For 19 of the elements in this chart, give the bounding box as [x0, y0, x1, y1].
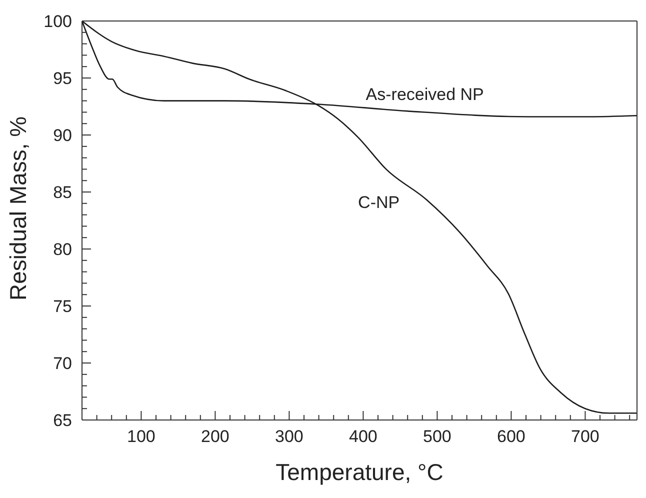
series-label: C-NP	[358, 193, 400, 212]
y-tick-label: 75	[53, 297, 72, 316]
x-tick-label: 400	[349, 427, 378, 446]
y-tick-label: 65	[53, 411, 72, 430]
y-tick-label: 95	[53, 69, 72, 88]
x-tick-label: 300	[275, 427, 304, 446]
y-tick-label: 85	[53, 183, 72, 202]
y-tick-label: 90	[53, 126, 72, 145]
x-tick-label: 100	[127, 427, 156, 446]
x-tick-label: 600	[497, 427, 526, 446]
x-axis-title: Temperature, °C	[276, 459, 444, 485]
y-tick-label: 80	[53, 240, 72, 259]
y-tick-label: 70	[53, 354, 72, 373]
y-axis-title: Residual Mass, %	[5, 116, 32, 300]
x-tick-label: 700	[571, 427, 600, 446]
y-tick-label: 100	[44, 12, 72, 31]
series-label: As-received NP	[366, 85, 484, 104]
x-tick-label: 200	[201, 427, 230, 446]
x-tick-label: 500	[423, 427, 452, 446]
